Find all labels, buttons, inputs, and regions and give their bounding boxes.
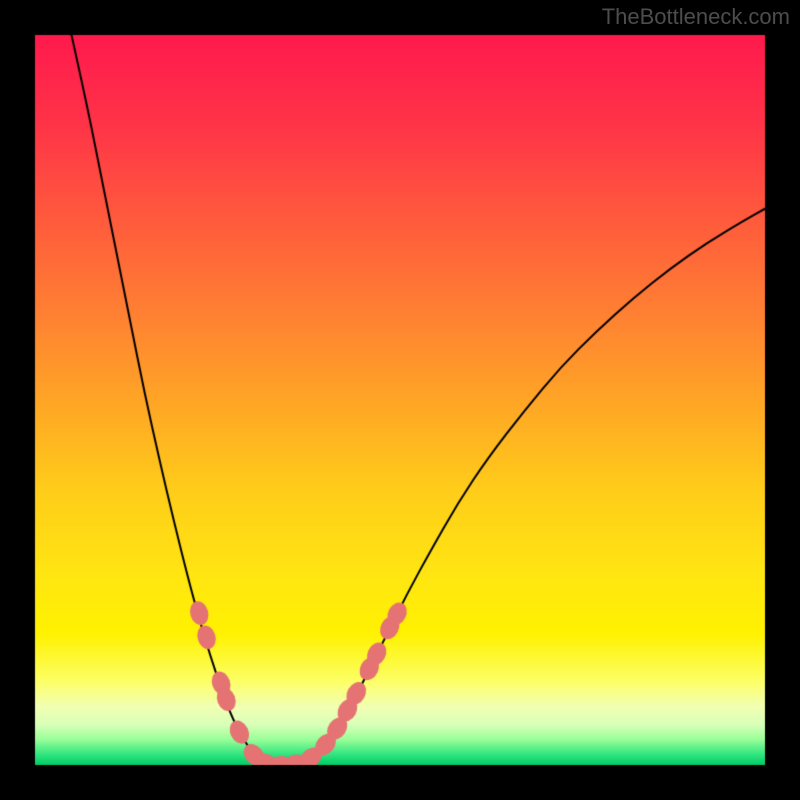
chart-stage: TheBottleneck.com: [0, 0, 800, 800]
bottleneck-chart-canvas: [0, 0, 800, 800]
